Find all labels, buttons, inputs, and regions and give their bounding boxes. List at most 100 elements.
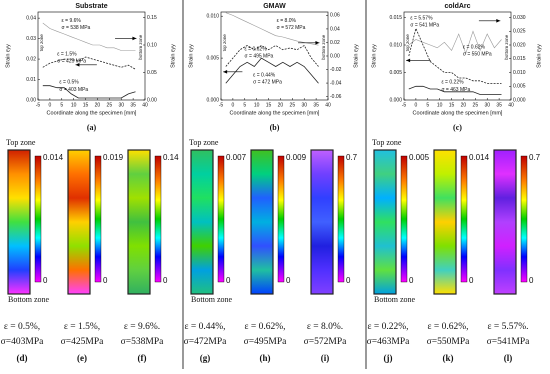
y2-tick-label: 0.06	[330, 13, 340, 19]
y-tick-label: 0.00	[26, 97, 36, 103]
colorbar-max: 0.014	[469, 153, 490, 162]
data-line	[408, 85, 502, 95]
x-tick-label: -5	[36, 102, 41, 108]
y2-tick-label: 0.04	[330, 26, 340, 32]
colorbar-max: 0.005	[409, 153, 430, 162]
y2-tick-label: 0.05	[147, 70, 157, 76]
chart-title: GMAW	[263, 3, 286, 10]
strain-label: ε = 0.62%,	[427, 322, 468, 332]
strain-label: ε = 0.62%,	[244, 322, 285, 332]
chart-title: coldArc	[444, 3, 470, 10]
data-line	[42, 85, 136, 99]
y-tick-label: 0.015	[389, 15, 402, 21]
strain-map	[310, 149, 334, 295]
annotation: σ = 403 MPa	[59, 87, 88, 93]
x-tick-label: 5	[243, 102, 246, 108]
panel-label: (d)	[17, 353, 28, 363]
annotation: σ = 463 MPa	[441, 87, 470, 93]
x-tick-label: 10	[71, 102, 77, 108]
panel-label: (c)	[453, 123, 462, 132]
x-tick-label: 35	[130, 102, 136, 108]
y2-tick-label: 0.00	[147, 97, 157, 103]
strain-map	[67, 149, 91, 295]
x-tick-label: 10	[437, 102, 443, 108]
strain-map	[7, 149, 31, 295]
strain-map	[373, 149, 397, 295]
x-tick-label: 5	[60, 102, 63, 108]
data-line	[42, 56, 136, 70]
y2-tick-label: -0.04	[330, 80, 342, 86]
colorbar-min: 0	[103, 276, 108, 285]
y-tick-label: 0.02	[26, 56, 36, 62]
y2-tick-label: -0.06	[330, 94, 342, 100]
y2-tick-label: 0.015	[513, 56, 526, 62]
strain-map	[433, 149, 457, 295]
y-tick-label: 0.005	[206, 55, 219, 61]
stress-label: σ=463MPa	[367, 337, 410, 347]
x-axis-label: Coordinate along the specimen [mm]	[230, 110, 320, 116]
annotation: σ = 472 MPa	[253, 80, 282, 86]
x-tick-label: 40	[325, 102, 331, 108]
arrow-head	[75, 63, 80, 67]
strain-map	[250, 149, 274, 295]
data-line	[42, 22, 136, 51]
panel-label: (b)	[270, 123, 280, 132]
y2-axis-label: Strain εyy	[170, 44, 176, 68]
strain-label: ε = 0.22%,	[367, 322, 408, 332]
colorbar	[34, 155, 42, 283]
data-line	[225, 57, 319, 84]
x-tick-label: 40	[142, 102, 148, 108]
y-tick-label: 0.04	[26, 15, 36, 21]
colorbar-min: 0	[346, 276, 351, 285]
colorbar-min: 0	[409, 276, 414, 285]
x-tick-label: 20	[95, 102, 101, 108]
x-tick-label: 20	[278, 102, 284, 108]
strain-label: ε = 0.5%,	[4, 322, 40, 332]
y-tick-label: 0.000	[389, 97, 402, 103]
chart-title: Substrate	[75, 3, 107, 10]
strain-map	[190, 149, 214, 295]
colorbar	[337, 155, 345, 283]
y-axis-label: Strain εyy	[371, 44, 377, 68]
y2-tick-label: 0.010	[513, 70, 526, 76]
plot-frame	[403, 11, 512, 101]
annotation: σ = 425 MPa	[57, 59, 86, 65]
colorbar-max: 0.7	[529, 153, 541, 162]
x-tick-label: -5	[402, 102, 407, 108]
data-line	[225, 12, 319, 46]
y2-tick-label: 0.000	[513, 97, 526, 103]
panel-label: (e)	[77, 353, 87, 363]
zone-label: bottom zone	[138, 34, 143, 59]
x-tick-label: 35	[496, 102, 502, 108]
y2-tick-label: 0.10	[147, 42, 157, 48]
x-tick-label: 15	[449, 102, 455, 108]
annotation: ε = 0.62%	[463, 45, 486, 51]
data-line	[408, 30, 502, 55]
zone-label: Top zone	[6, 138, 36, 147]
annotation: ε = 1.5%	[57, 52, 77, 58]
panel-label: (f)	[138, 353, 147, 363]
y2-tick-label: 0.005	[513, 84, 526, 90]
y2-tick-label: 0.02	[330, 40, 340, 46]
x-tick-label: 25	[290, 102, 296, 108]
y-tick-label: 0.005	[389, 70, 402, 76]
arrow-head	[223, 70, 228, 74]
data-line	[225, 44, 319, 67]
x-tick-label: 0	[48, 102, 51, 108]
annotation: ε = 9.6%	[62, 18, 82, 24]
colorbar	[520, 155, 528, 283]
x-tick-label: 40	[508, 102, 514, 108]
arrow-head	[406, 58, 411, 63]
x-tick-label: 5	[426, 102, 429, 108]
y2-axis-label: Strain εyy	[536, 44, 542, 68]
panel-label: (j)	[384, 353, 393, 363]
colorbar-max: 0.014	[43, 153, 64, 162]
annotation: ε = 0.62%	[245, 46, 268, 52]
stress-label: σ=425MPa	[61, 337, 104, 347]
colorbar	[154, 155, 162, 283]
x-axis-label: Coordinate along the specimen [mm]	[413, 110, 503, 116]
stress-label: σ=495MPa	[244, 337, 287, 347]
y-tick-label: 0.000	[206, 97, 219, 103]
